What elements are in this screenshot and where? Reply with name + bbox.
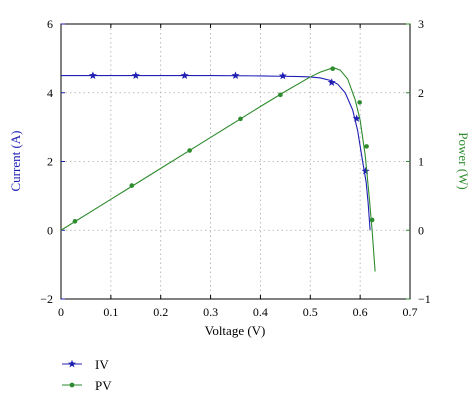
x-tick-label: 0.3 [203, 305, 218, 319]
series [60, 66, 376, 272]
x-tick-label: 0.5 [303, 305, 318, 319]
data-point-iv [278, 71, 287, 80]
data-point-iv [231, 71, 240, 79]
series-line-pv [60, 67, 376, 272]
data-point-iv [88, 71, 97, 79]
data-point-pv [364, 144, 369, 149]
legend-item-pv: PV [62, 378, 112, 393]
data-point-pv [330, 66, 336, 71]
legend-marker-pv [69, 382, 75, 388]
series-line-iv [61, 75, 371, 231]
x-axis-ticks: 0 0.1 0.2 0.3 0.4 0.5 0.6 0.7 [58, 305, 418, 319]
left-tick-label: 6 [47, 17, 53, 31]
legend-label-iv: IV [95, 357, 109, 372]
right-tick-label: 2 [418, 86, 424, 100]
left-tick-label: −2 [40, 292, 53, 306]
x-tick-label: 0.7 [403, 305, 418, 319]
right-tick-label: 3 [418, 17, 424, 31]
legend-label-pv: PV [95, 378, 112, 393]
grid [61, 24, 410, 299]
data-point-iv [131, 71, 140, 79]
data-point-iv [180, 71, 189, 79]
legend: IV PV [62, 357, 112, 393]
x-tick-label: 0.4 [253, 305, 268, 319]
data-point-pv [187, 148, 192, 153]
x-tick-label: 0.1 [103, 305, 118, 319]
data-point-iv [361, 166, 370, 175]
right-tick-label: −1 [418, 292, 431, 306]
x-axis-label: Voltage (V) [205, 323, 266, 338]
data-point-iv [352, 114, 361, 122]
left-tick-label: 4 [47, 86, 53, 100]
data-point-pv [129, 183, 135, 188]
right-tick-label: 1 [418, 155, 424, 169]
data-point-pv [369, 217, 375, 223]
left-tick-label: 2 [47, 155, 53, 169]
data-point-pv [278, 92, 283, 98]
legend-item-iv: IV [62, 357, 109, 372]
left-tick-label: 0 [47, 223, 53, 237]
x-tick-label: 0.6 [353, 305, 368, 319]
tick-marks [60, 23, 411, 300]
left-axis-label: Current (A) [8, 130, 23, 191]
data-point-pv [238, 116, 243, 122]
legend-marker-iv [68, 359, 76, 368]
x-tick-label: 0.2 [153, 305, 168, 319]
data-point-pv [72, 219, 78, 224]
right-axis-label: Power (W) [456, 132, 471, 189]
data-point-pv [357, 100, 362, 105]
plot-frame [60, 23, 411, 300]
right-axis-ticks: −1 0 1 2 3 [418, 17, 431, 306]
right-tick-label: 0 [418, 223, 424, 237]
left-axis-ticks: −2 0 2 4 6 [40, 17, 53, 306]
data-point-iv [327, 78, 336, 86]
x-tick-label: 0 [58, 305, 64, 319]
